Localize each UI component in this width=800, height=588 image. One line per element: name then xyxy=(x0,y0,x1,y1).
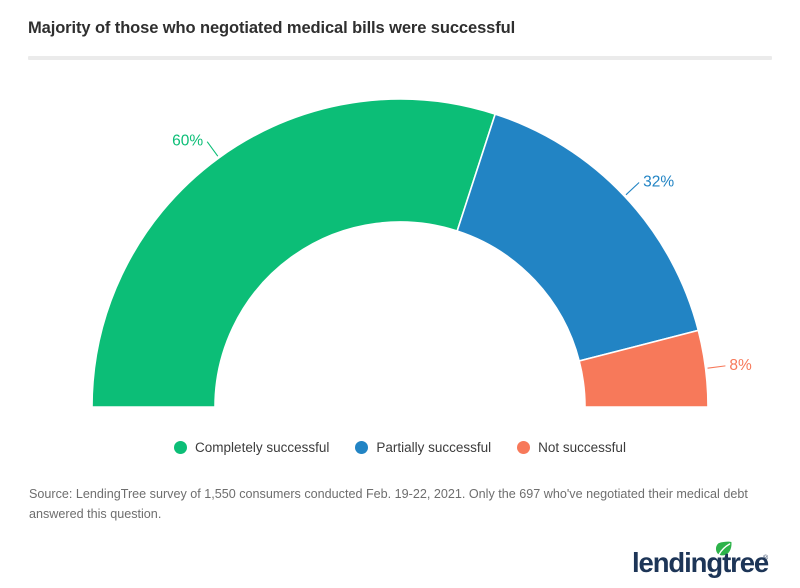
gauge-leader-group xyxy=(206,141,726,369)
legend-item[interactable]: Completely successful xyxy=(174,440,329,455)
gauge-slice[interactable] xyxy=(578,329,709,408)
leaf-icon xyxy=(715,541,732,556)
logo-wordmark: lendingtree xyxy=(632,547,769,578)
gauge-leader-line xyxy=(625,182,640,196)
legend-item-label: Partially successful xyxy=(376,440,492,455)
gauge-data-label: 8% xyxy=(729,357,752,374)
gauge-label-group: 60% 32% 8% xyxy=(172,133,752,374)
lendingtree-logo: lendingtree ® xyxy=(632,540,772,578)
logo-trademark: ® xyxy=(763,554,769,562)
legend-item[interactable]: Partially successful xyxy=(355,440,491,455)
legend-swatch-icon xyxy=(174,441,188,454)
legend-item[interactable]: Not successful xyxy=(517,440,626,455)
gauge-data-label: 60% xyxy=(172,133,203,150)
gauge-leader-line xyxy=(707,365,726,369)
gauge-slice-group xyxy=(91,98,709,408)
legend-item-label: Not successful xyxy=(538,440,626,455)
gauge-slice[interactable] xyxy=(456,113,700,362)
gauge-data-label: 32% xyxy=(643,173,674,190)
gauge-slice[interactable] xyxy=(91,98,497,408)
page-title: Majority of those who negotiated medical… xyxy=(28,19,516,37)
legend-swatch-icon xyxy=(517,441,531,454)
legend-item-label: Completely successful xyxy=(195,440,330,455)
legend-swatch-icon xyxy=(355,441,369,454)
gauge-chart: 60% 32% 8% xyxy=(0,62,800,422)
chart-legend: Completely successful Partially successfu… xyxy=(0,440,800,455)
logo-svg: lendingtree ® xyxy=(632,541,770,578)
source-note: Source: LendingTree survey of 1,550 cons… xyxy=(29,487,748,522)
gauge-svg: 60% 32% 8% xyxy=(91,98,752,408)
title-divider xyxy=(28,56,772,60)
gauge-leader-line xyxy=(206,141,219,157)
